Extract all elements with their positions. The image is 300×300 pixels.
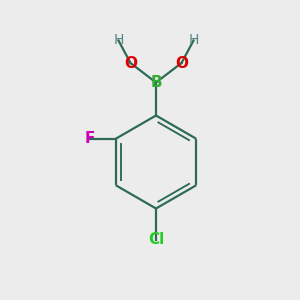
Text: Cl: Cl — [148, 232, 164, 247]
Text: O: O — [124, 56, 137, 70]
Text: B: B — [150, 75, 162, 90]
Text: H: H — [113, 34, 124, 47]
Text: H: H — [188, 34, 199, 47]
Text: O: O — [175, 56, 188, 70]
Text: F: F — [85, 131, 95, 146]
